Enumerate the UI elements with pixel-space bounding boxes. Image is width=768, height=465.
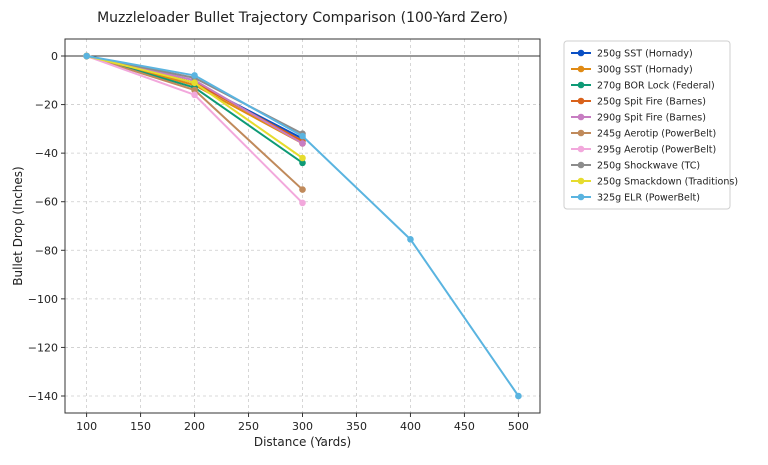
y-tick-label: −140 <box>28 390 58 403</box>
legend-swatch-marker <box>577 65 585 73</box>
legend-item: 245g Aerotip (PowerBelt) <box>571 129 716 140</box>
legend-swatch-marker <box>577 161 585 169</box>
data-point <box>299 199 306 207</box>
data-point <box>299 132 306 140</box>
legend-label: 290g Spit Fire (Barnes) <box>597 113 706 124</box>
series-9 <box>83 52 522 400</box>
x-tick-label: 200 <box>184 420 205 433</box>
x-tick-label: 350 <box>346 420 367 433</box>
data-point <box>191 86 198 94</box>
legend-item: 300g SST (Hornady) <box>571 65 693 76</box>
x-axis-ticks: 100 150 200 250 300 350 400 450 500 <box>76 413 529 433</box>
legend-label: 250g Spit Fire (Barnes) <box>597 97 706 108</box>
y-tick-label: −60 <box>35 196 58 209</box>
legend-label: 300g SST (Hornady) <box>597 65 693 76</box>
legend-label: 295g Aerotip (PowerBelt) <box>597 145 716 156</box>
y-tick-label: −80 <box>35 244 58 257</box>
legend-label: 250g SST (Hornady) <box>597 49 693 60</box>
data-point <box>191 91 198 99</box>
grid <box>65 39 540 413</box>
legend-item: 270g BOR Lock (Federal) <box>571 81 715 92</box>
legend-label: 270g BOR Lock (Federal) <box>597 81 715 92</box>
y-tick-label: 0 <box>51 50 58 63</box>
legend-item: 295g Aerotip (PowerBelt) <box>571 145 716 156</box>
legend-item: 250g SST (Hornady) <box>571 49 693 60</box>
legend-item: 325g ELR (PowerBelt) <box>571 193 700 204</box>
legend-item: 250g Shockwave (TC) <box>571 161 700 172</box>
y-axis-label: Bullet Drop (Inches) <box>11 166 25 285</box>
legend-label: 250g Shockwave (TC) <box>597 161 700 172</box>
series-line <box>86 55 304 164</box>
legend-label: 325g ELR (PowerBelt) <box>597 193 700 204</box>
data-point <box>191 79 198 87</box>
x-tick-label: 100 <box>76 420 97 433</box>
x-axis-label: Distance (Yards) <box>254 435 351 449</box>
chart-title: Muzzleloader Bullet Trajectory Compariso… <box>97 10 508 26</box>
series-layer <box>83 52 522 400</box>
y-axis-ticks: 0 −20 −40 −60 −80 −100 −120 −140 <box>28 50 65 403</box>
data-point <box>299 159 306 167</box>
series-line <box>86 55 303 142</box>
legend-item: 290g Spit Fire (Barnes) <box>571 113 706 124</box>
legend-label: 250g Smackdown (Traditions) <box>597 177 738 188</box>
legend-swatch-marker <box>577 193 585 201</box>
y-tick-label: −40 <box>35 147 58 160</box>
y-tick-label: −120 <box>28 341 58 354</box>
data-point <box>299 140 306 147</box>
data-point <box>299 154 306 162</box>
x-tick-label: 300 <box>292 420 313 433</box>
data-point <box>515 392 522 400</box>
y-tick-label: −100 <box>28 293 58 306</box>
legend-item: 250g Smackdown (Traditions) <box>571 177 738 188</box>
data-point <box>407 236 414 243</box>
data-point <box>83 52 90 60</box>
legend-box <box>563 40 731 210</box>
legend-swatch-marker <box>577 97 585 105</box>
legend-swatch-marker <box>577 49 585 57</box>
x-tick-label: 250 <box>238 420 259 433</box>
legend-label: 245g Aerotip (PowerBelt) <box>597 129 716 140</box>
data-point <box>299 186 306 193</box>
legend-swatch-marker <box>577 145 585 153</box>
legend-swatch-marker <box>577 129 585 137</box>
legend-item: 250g Spit Fire (Barnes) <box>571 97 706 108</box>
legend-swatch-marker <box>577 113 585 121</box>
legend-swatch-marker <box>577 177 585 185</box>
x-tick-label: 500 <box>508 420 529 433</box>
legend: 250g SST (Hornady) 300g SST (Hornady) 270g… <box>563 40 738 210</box>
x-tick-label: 400 <box>400 420 421 433</box>
y-tick-label: −20 <box>35 99 58 112</box>
x-tick-label: 450 <box>454 420 475 433</box>
legend-swatch-marker <box>577 81 585 89</box>
x-tick-label: 150 <box>130 420 151 433</box>
data-point <box>191 72 198 79</box>
